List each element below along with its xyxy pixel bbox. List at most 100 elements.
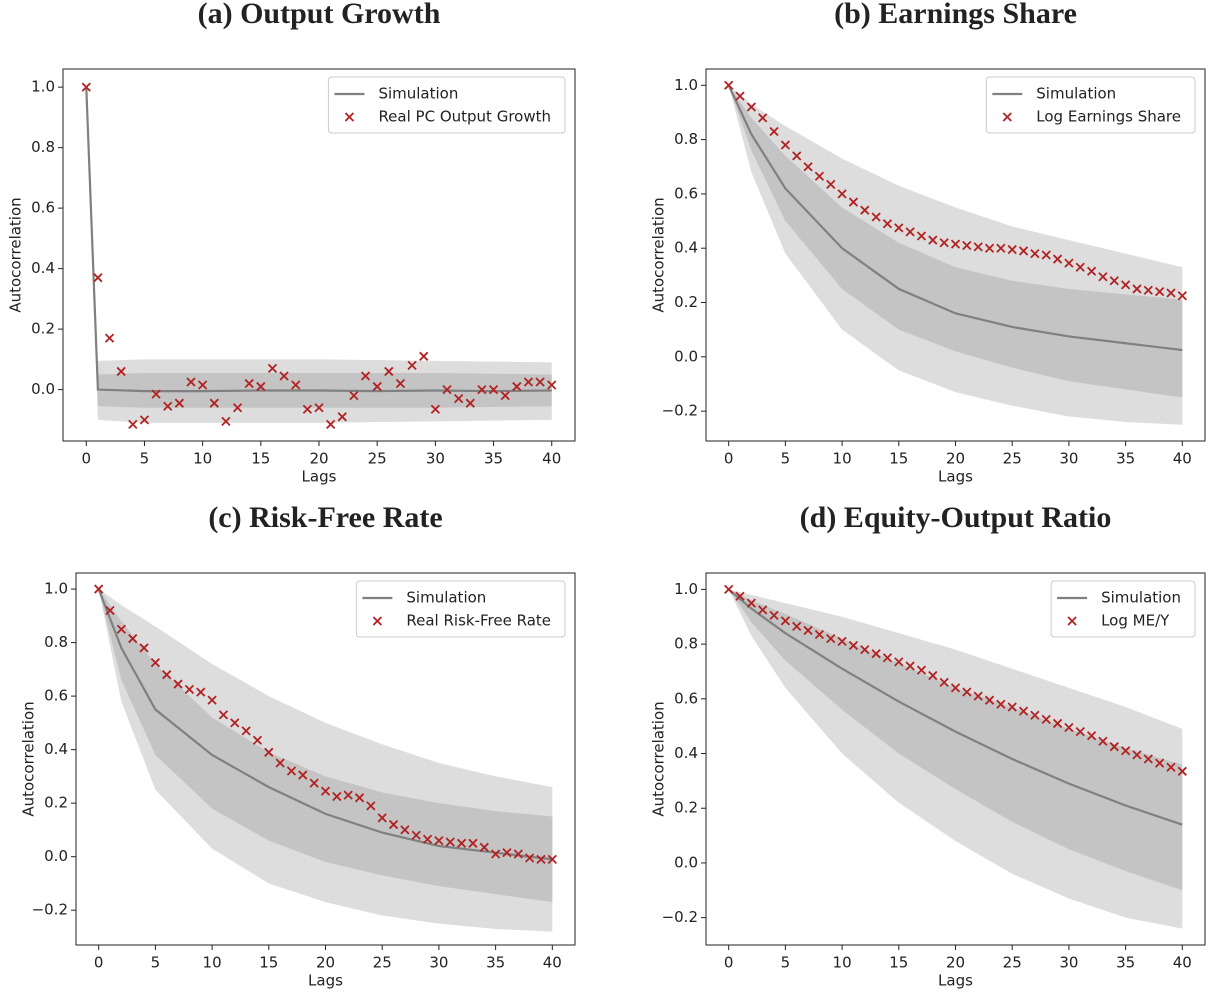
marker-x: [1086, 731, 1097, 741]
marker-x: [962, 240, 972, 251]
y-tick-label: 0.0: [674, 347, 698, 365]
x-tick-label: 30: [429, 954, 448, 972]
marker-x: [826, 179, 836, 190]
marker-x: [1086, 266, 1097, 276]
marker-x: [803, 162, 813, 172]
chart-title: (d) Equity-Output Ratio: [800, 501, 1112, 534]
marker-x: [388, 819, 399, 830]
marker-x: [1120, 280, 1131, 290]
marker-x: [973, 242, 983, 252]
marker-x: [232, 403, 243, 413]
marker-x: [1052, 254, 1063, 264]
x-tick-label: 0: [724, 954, 734, 972]
marker-x: [1041, 250, 1051, 260]
marker-x: [792, 621, 802, 631]
x-tick-label: 35: [486, 954, 505, 972]
marker-x: [264, 747, 274, 757]
marker-x: [366, 801, 376, 811]
marker-x: [871, 212, 881, 222]
x-tick-label: 30: [1059, 450, 1078, 468]
y-tick-label: 0.8: [674, 635, 698, 653]
x-tick-label: 0: [94, 954, 104, 972]
marker-x: [735, 91, 745, 101]
x-tick-label: 25: [368, 450, 387, 468]
marker-x: [1064, 722, 1074, 733]
y-tick-label: −0.2: [32, 901, 68, 919]
marker-x: [1007, 244, 1017, 255]
legend-label: Simulation: [378, 85, 458, 103]
marker-x: [523, 377, 534, 387]
marker-x: [1166, 288, 1176, 298]
marker-x: [724, 584, 734, 595]
confidence-band: [86, 87, 552, 408]
marker-x: [916, 231, 927, 241]
marker-x: [488, 384, 499, 395]
marker-x: [442, 384, 452, 395]
marker-x: [780, 140, 791, 150]
marker-x: [758, 605, 768, 615]
marker-x: [724, 80, 734, 90]
y-tick-label: 0.2: [674, 293, 698, 311]
simulation-line: [97, 588, 553, 861]
y-tick-label: −0.2: [662, 908, 698, 926]
legend-label: Simulation: [1101, 589, 1181, 607]
marker-x: [905, 227, 915, 237]
marker-x: [826, 634, 836, 644]
marker-x: [1064, 258, 1074, 268]
panel: (b) Earnings Share 0 5 10 15 20 25 30 35 40 −0.2 0.…: [650, 0, 1206, 486]
marker-x: [244, 378, 254, 389]
legend-swatch: [372, 616, 383, 626]
legend-frame: [327, 76, 566, 134]
marker-x: [1120, 746, 1131, 756]
legend-label: Real PC Output Growth: [378, 108, 551, 126]
marker-x: [197, 380, 208, 390]
x-tick-label: 40: [543, 954, 562, 972]
marker-x: [320, 786, 331, 796]
legend-swatch: [344, 112, 355, 122]
marker-x: [803, 625, 813, 636]
marker-x: [524, 853, 535, 863]
y-tick-label: 0.6: [31, 199, 55, 217]
marker-x: [453, 394, 464, 404]
y-tick-label: 1.0: [44, 580, 68, 598]
marker-x: [81, 82, 91, 92]
marker-x: [916, 665, 927, 675]
marker-x: [882, 219, 893, 229]
marker-x: [221, 416, 231, 426]
y-axis-label: Autocorrelation: [650, 701, 668, 816]
y-tick-label: 1.0: [674, 580, 698, 598]
marker-x: [746, 102, 757, 112]
x-tick-label: 20: [309, 450, 328, 468]
marker-x: [1030, 710, 1040, 720]
marker-x: [814, 171, 825, 181]
x-tick-label: 35: [1116, 954, 1135, 972]
x-tick-label: 25: [1003, 954, 1022, 972]
marker-x: [139, 643, 149, 653]
marker-x: [984, 695, 995, 705]
y-tick-label: 0.0: [31, 380, 55, 398]
marker-x: [792, 151, 802, 161]
x-tick-label: 10: [833, 954, 852, 972]
confidence-band: [728, 589, 1183, 891]
x-tick-label: 40: [1173, 450, 1192, 468]
marker-x: [116, 624, 127, 634]
marker-x: [1052, 718, 1063, 729]
x-tick-label: 15: [251, 450, 270, 468]
marker-x: [302, 404, 313, 414]
marker-x: [735, 591, 745, 601]
marker-x: [174, 398, 185, 408]
marker-x: [928, 235, 938, 245]
marker-x: [128, 419, 138, 430]
legend-label: Simulation: [1036, 85, 1116, 103]
marker-x: [252, 735, 263, 745]
marker-x: [196, 687, 206, 697]
x-tick-label: 5: [151, 954, 161, 972]
marker-x: [536, 854, 546, 864]
marker-x: [758, 113, 768, 123]
y-tick-label: 0.4: [674, 239, 698, 257]
legend-frame: [355, 580, 566, 638]
y-tick-label: 0.2: [31, 320, 55, 338]
marker-x: [984, 243, 995, 253]
marker-x: [928, 670, 938, 681]
y-tick-label: 1.0: [674, 76, 698, 94]
